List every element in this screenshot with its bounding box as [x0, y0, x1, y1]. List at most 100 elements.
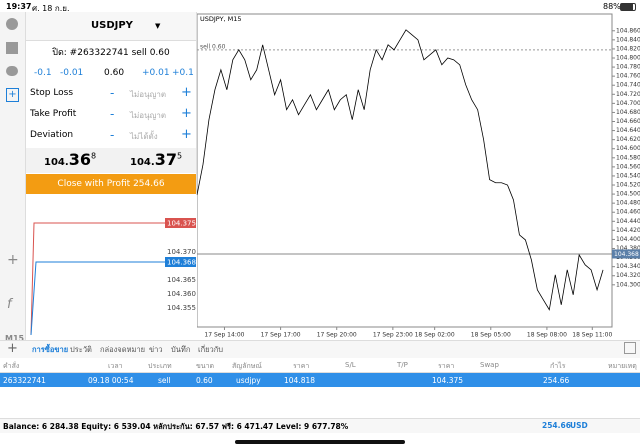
volume-step[interactable]: +0.1	[172, 68, 194, 78]
tab[interactable]: บันทึก	[171, 345, 191, 354]
x-tick-label: 17 Sep 23:00	[373, 332, 413, 339]
tab[interactable]: ข่าว	[149, 345, 163, 354]
y-tick-label: 104.580	[616, 154, 640, 161]
mini-price-label: 104.355	[167, 304, 196, 312]
volume-step[interactable]: -0.01	[60, 68, 84, 78]
y-tick-label: 104.620	[616, 136, 640, 143]
timeframe[interactable]: M15	[5, 334, 25, 343]
expand-button[interactable]	[624, 342, 636, 354]
icon-chat[interactable]	[6, 66, 18, 76]
symbol[interactable]: USDJPY	[91, 20, 133, 31]
header-cell: ราคา	[293, 362, 310, 370]
row-cell: 104.375	[432, 376, 464, 385]
row-cell: 0.60	[196, 376, 213, 385]
header-cell: หมายเหตุ	[608, 362, 637, 370]
order-row[interactable]	[0, 373, 640, 387]
plus-button[interactable]: +	[181, 127, 192, 142]
row-cell: sell	[158, 376, 171, 385]
ask-tag	[165, 218, 196, 228]
tab[interactable]: ประวัติ	[70, 345, 92, 354]
plus-button[interactable]: +	[181, 85, 192, 100]
header-cell: กำไร	[550, 362, 566, 370]
bid-line	[30, 261, 166, 336]
bid-sup: 8	[90, 151, 97, 161]
row-cell: 263322741	[3, 376, 46, 385]
y-tick-label: 104.400	[616, 236, 640, 243]
ask-sup: 5	[176, 151, 183, 161]
battery: 88%	[603, 2, 621, 11]
bid[interactable]: 104.368	[44, 150, 96, 169]
ask-label: 104.375	[167, 220, 196, 228]
field-label: Stop Loss	[30, 88, 74, 98]
y-tick-label: 104.540	[616, 172, 640, 179]
y-tick-label: 104.440	[616, 218, 640, 225]
close-order: ปิด: #263322741 sell 0.60	[52, 48, 170, 58]
mini-price-label: 104.370	[167, 248, 196, 256]
y-tick-label: 104.320	[616, 272, 640, 279]
header-cell: สัญลักษณ์	[232, 362, 262, 370]
tab[interactable]: การซื้อขาย	[32, 345, 69, 354]
toolbar: + + f M15	[0, 12, 26, 343]
y-tick-label: 104.460	[616, 209, 640, 216]
y-tick-label: 104.660	[616, 118, 640, 125]
header-cell: คำสั่ง	[3, 362, 20, 370]
header-cell: เวลา	[108, 362, 123, 370]
footer: Balance: 6 284.38 Equity: 6 539.04 หลักป…	[0, 418, 640, 433]
minus-button[interactable]: -	[110, 107, 115, 121]
ask[interactable]: 104.375	[130, 150, 182, 169]
account-summary: Balance: 6 284.38 Equity: 6 539.04 หลักป…	[3, 422, 349, 431]
field-value: ไม่อนุญาต	[130, 111, 167, 120]
header-cell: Swap	[480, 361, 499, 369]
y-tick-label: 104.800	[616, 55, 640, 62]
minus-button[interactable]: -	[110, 86, 115, 100]
header-cell: ราคา	[438, 362, 455, 370]
y-tick-label: 104.520	[616, 182, 640, 189]
order-panel: USDJPY ▼ ปิด: #263322741 sell 0.60 -0.1-…	[26, 12, 197, 195]
volume-step[interactable]: +0.01	[142, 68, 170, 78]
plus-button[interactable]: +	[181, 106, 192, 121]
home-indicator	[235, 440, 405, 444]
x-tick-label: 17 Sep 14:00	[204, 332, 244, 339]
tab[interactable]: เกี่ยวกับ	[198, 345, 224, 354]
x-tick-label: 18 Sep 08:00	[527, 332, 567, 339]
icon-crosshair[interactable]: +	[7, 252, 19, 268]
minus-button[interactable]: -	[110, 128, 115, 142]
price-chart: USDJPY, M15 104.860 104.840 104.820 104.800 1…	[197, 13, 640, 339]
y-tick-label: 104.700	[616, 100, 640, 107]
x-tick-label: 18 Sep 05:00	[471, 332, 511, 339]
y-tick-label: 104.500	[616, 191, 640, 198]
row-cell: 254.66	[543, 376, 570, 385]
field-label: Take Profit	[30, 109, 77, 119]
y-tick-label: 104.640	[616, 127, 640, 134]
icon-trade[interactable]	[6, 42, 18, 54]
ask-big: 37	[154, 150, 177, 169]
symbol-caret[interactable]: ▼	[155, 22, 161, 30]
y-tick-label: 104.600	[616, 145, 640, 152]
y-tick-label: 104.820	[616, 45, 640, 52]
plot-area	[197, 13, 613, 328]
tab[interactable]: กล่องจดหมาย	[100, 345, 146, 354]
header-cell: ประเภท	[148, 362, 172, 370]
y-tick-label: 104.380	[616, 245, 640, 252]
x-tick-label: 18 Sep 02:00	[415, 332, 455, 339]
volume-step[interactable]: -0.1	[34, 68, 52, 78]
y-tick-label: 104.680	[616, 109, 640, 116]
currency: USD	[570, 421, 588, 430]
y-tick-label: 104.780	[616, 64, 640, 71]
ask-line	[30, 222, 166, 336]
mini-chart: 104.375 104.368 104.370 104.365 104.360 104…	[26, 195, 196, 340]
icon-indicator[interactable]: f	[7, 297, 12, 312]
mini-price-label: 104.360	[167, 290, 196, 298]
bid-label: 104.368	[167, 259, 196, 267]
field-value: ไม่ได้ตั้ง	[130, 132, 158, 141]
add-button[interactable]: +	[7, 341, 18, 356]
row-cell: usdjpy	[236, 376, 261, 385]
close-button[interactable]: Close with Profit 254.66	[26, 174, 196, 194]
x-tick-label: 17 Sep 20:00	[317, 332, 357, 339]
icon-account[interactable]	[6, 18, 18, 30]
icon-new-order[interactable]: +	[6, 88, 19, 102]
header-cell: S/L	[345, 361, 356, 369]
y-tick-label: 104.740	[616, 82, 640, 89]
header-cell: T/P	[397, 361, 408, 369]
